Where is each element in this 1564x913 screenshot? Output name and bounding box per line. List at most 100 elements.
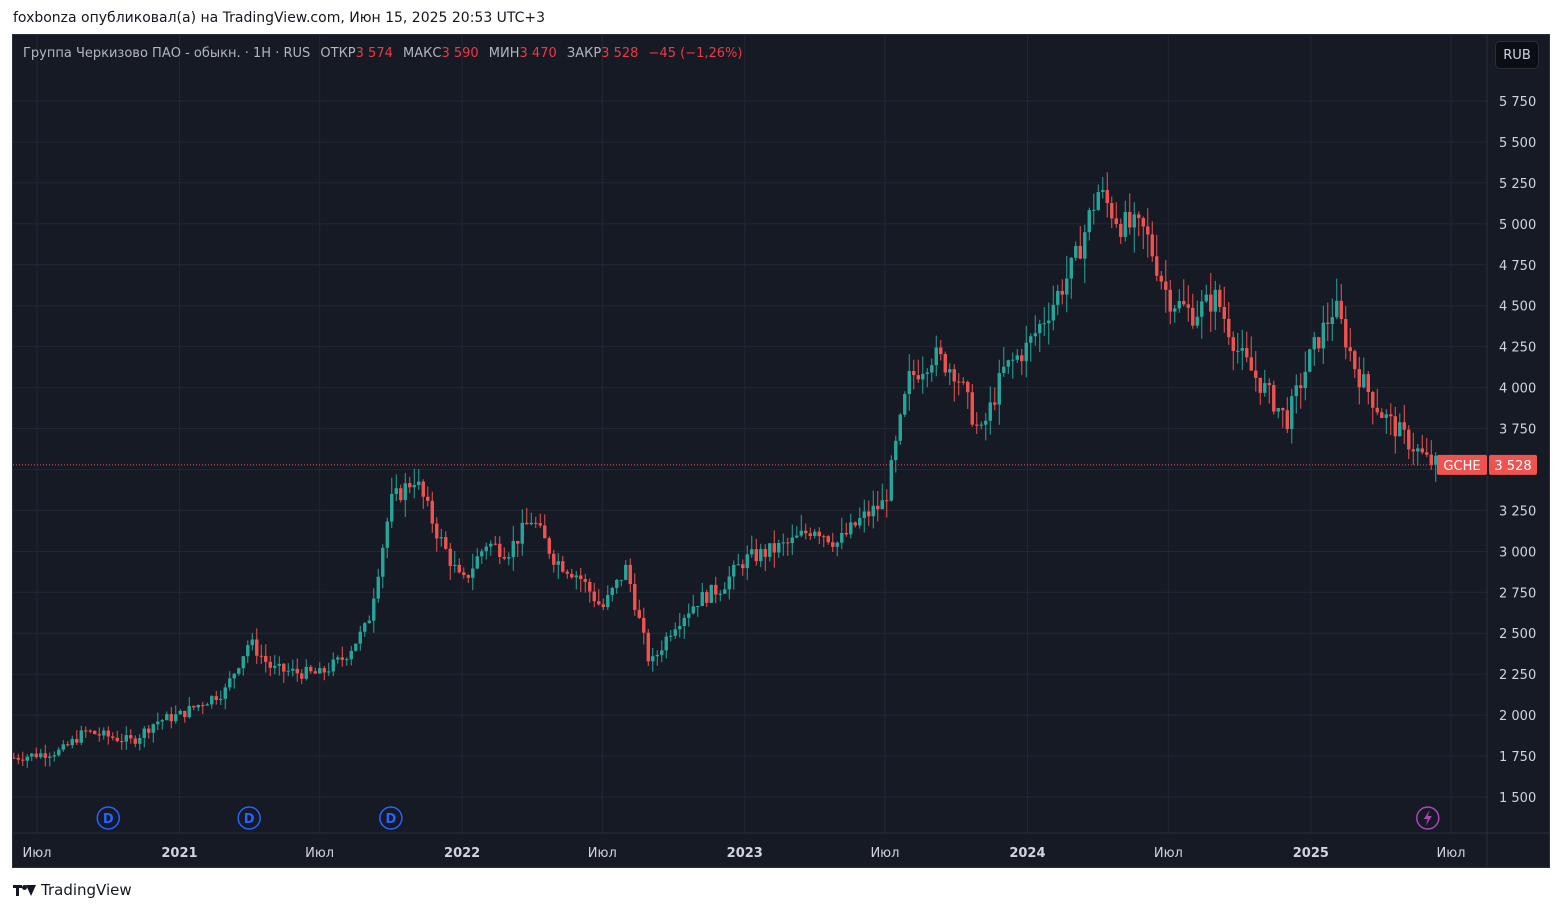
candle-body [1407, 429, 1411, 450]
candle-body [1290, 396, 1294, 430]
candle-body [1042, 323, 1046, 325]
candle-body [318, 668, 322, 674]
candle-body [1366, 374, 1370, 393]
price-chart[interactable]: 5 750 5 500 5 250 5 000 4 750 4 500 4 250 4 000… [13, 35, 1549, 867]
candle-body [282, 663, 286, 672]
candle-body [664, 636, 668, 651]
candle-body [183, 710, 187, 718]
candle-body [291, 668, 295, 671]
candle-body [376, 576, 380, 599]
candle-body [1047, 320, 1051, 324]
candle-body [534, 522, 538, 524]
y-tick-label: 4 500 [1499, 300, 1536, 315]
candle-body [1249, 357, 1253, 371]
candle-body [358, 631, 362, 644]
candle-body [660, 650, 664, 655]
candle-body [1141, 218, 1145, 227]
candle-body [1056, 290, 1060, 305]
candle-body [300, 673, 304, 679]
candle-body [867, 511, 871, 517]
candle-body [178, 710, 182, 715]
y-tick-label: 5 750 [1499, 95, 1536, 110]
candle-body [1222, 306, 1226, 319]
candle-body [1083, 232, 1087, 259]
legend-low-label: МИН [488, 46, 520, 61]
candle-body [1281, 408, 1285, 411]
candle-body [1389, 414, 1393, 417]
candle-body [1168, 289, 1172, 312]
candle-body [21, 759, 25, 761]
x-tick-label: Июл [1154, 846, 1183, 861]
candle-body [1186, 304, 1190, 308]
candle-body [786, 542, 790, 544]
candle-body [120, 741, 124, 743]
candle-body [1353, 351, 1357, 370]
candle-body [957, 381, 961, 383]
candle-body [1321, 322, 1325, 349]
candle-body [750, 549, 754, 555]
chart-frame[interactable]: 5 750 5 500 5 250 5 000 4 750 4 500 4 250 4 000… [12, 34, 1550, 868]
candle-body [844, 533, 848, 535]
candle-body [223, 687, 227, 699]
candle-body [831, 542, 835, 547]
candle-body [808, 533, 812, 536]
candle-body [498, 543, 502, 557]
candle-body [817, 531, 821, 537]
candle-body [102, 730, 106, 736]
last-price-label: 3 528 [1494, 459, 1531, 474]
y-tick-label: 4 000 [1499, 382, 1536, 397]
candle-body [984, 420, 988, 425]
candle-body [988, 402, 992, 421]
candle-body [1362, 374, 1366, 388]
candle-body [88, 730, 92, 732]
candle-body [1159, 275, 1163, 282]
candle-body [552, 553, 556, 565]
candle-body [13, 757, 16, 759]
y-tick-label: 3 750 [1499, 423, 1536, 438]
candle-body [363, 623, 367, 632]
candle-body [1227, 318, 1231, 338]
candle-body [601, 604, 605, 608]
candle-body [619, 579, 623, 581]
candle-body [930, 365, 934, 373]
candle-body [16, 757, 20, 760]
candle-body [489, 543, 493, 547]
currency-button[interactable]: RUB [1495, 41, 1539, 69]
candle-body [1420, 448, 1424, 453]
candle-body [1240, 348, 1244, 351]
candle-body [777, 543, 781, 553]
tradingview-logo[interactable]: TradingView [13, 881, 132, 899]
tradingview-logo-icon [13, 883, 37, 897]
candle-body [97, 734, 101, 736]
candle-body [192, 705, 196, 708]
candle-body [1209, 294, 1213, 312]
candle-body [1015, 355, 1019, 360]
candle-body [309, 666, 313, 672]
candle-body [1344, 319, 1348, 348]
candle-body [574, 575, 578, 578]
candle-body [1101, 190, 1105, 192]
candle-body [993, 402, 997, 405]
candle-body [871, 505, 875, 517]
candle-body [1092, 209, 1096, 211]
candle-body [633, 584, 637, 610]
candle-body [1272, 385, 1276, 412]
candle-body [1231, 337, 1235, 352]
candle-body [138, 738, 142, 744]
chart-legend: Группа Черкизово ПАО - обыкн. · 1Н · RUS… [23, 46, 742, 61]
candle-body [322, 668, 326, 673]
x-tick-label: 2024 [1009, 846, 1045, 861]
candle-body [921, 373, 925, 380]
candle-body [43, 753, 47, 758]
candle-body [421, 481, 425, 497]
candle-body [1110, 203, 1114, 219]
candle-body [970, 392, 974, 425]
candle-body [115, 737, 119, 742]
candle-body [1074, 245, 1078, 258]
candle-body [1299, 385, 1303, 389]
legend-open-label: ОТКР [320, 46, 356, 61]
candle-body [79, 730, 83, 743]
candle-body [111, 736, 115, 738]
y-tick-label: 4 750 [1499, 259, 1536, 274]
candle-body [682, 617, 686, 627]
